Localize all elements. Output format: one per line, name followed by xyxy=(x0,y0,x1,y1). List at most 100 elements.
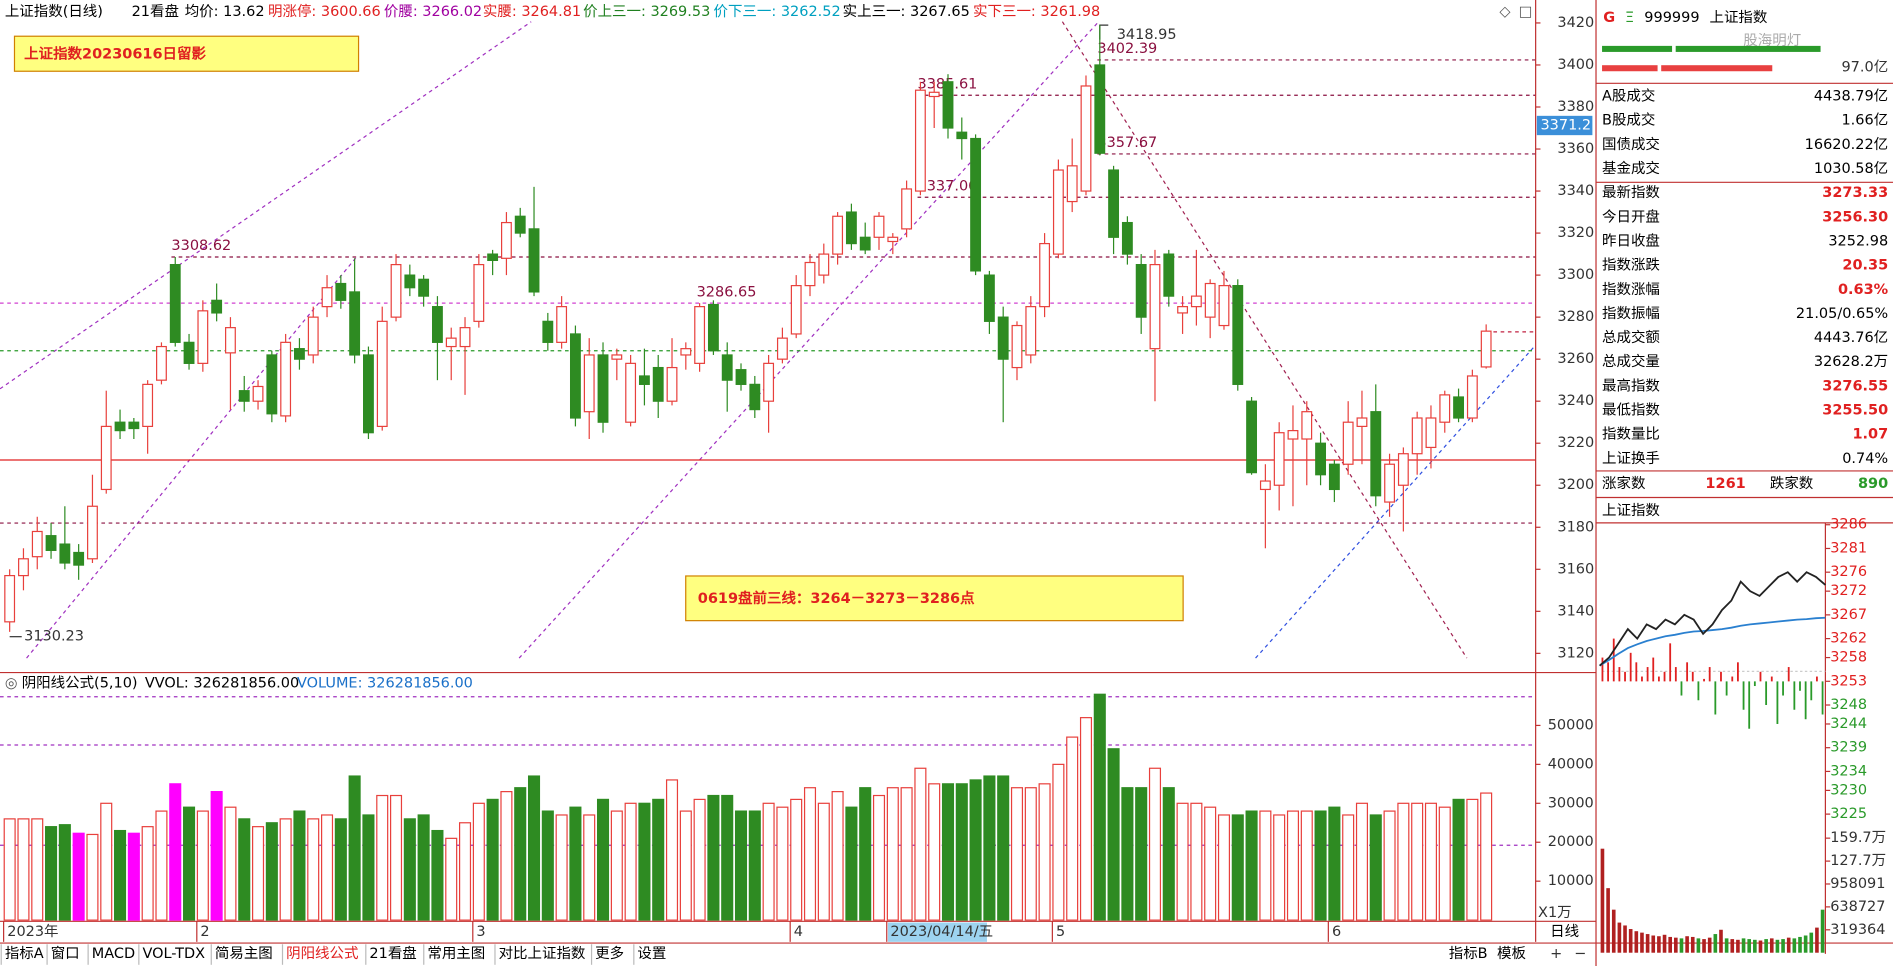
low-label: 3130.23 xyxy=(24,629,84,645)
volume-bar xyxy=(1273,814,1286,921)
stat-value: 21.05/0.65% xyxy=(1796,306,1888,322)
candle-body xyxy=(183,341,195,364)
level-label: 3337.06 xyxy=(918,178,978,194)
stat-label: B股成交 xyxy=(1602,111,1655,129)
intraday-volume xyxy=(1792,938,1797,953)
volume-bar xyxy=(859,787,872,921)
volume-bar xyxy=(803,787,817,921)
candle-body xyxy=(611,354,623,360)
volume-bar xyxy=(872,794,886,921)
y-tick-label: 638727 xyxy=(1830,899,1885,915)
tab[interactable]: 窗口 xyxy=(51,944,80,962)
volume-bar xyxy=(1121,787,1134,921)
breadth-label: 跌家数 xyxy=(1770,475,1814,492)
level-label: 3308.62 xyxy=(171,238,231,254)
intraday-volume xyxy=(1724,938,1729,953)
tab[interactable]: 对比上证指数 xyxy=(499,945,586,962)
volume-bar xyxy=(500,791,513,921)
volume-indicator: VVOL: 326281856.00 xyxy=(145,675,299,691)
candle-body xyxy=(514,215,526,234)
y-tick-label: 3234 xyxy=(1830,763,1867,779)
y-tick-label: 127.7万 xyxy=(1830,853,1886,869)
x-tick-label: 2023/04/14/五 xyxy=(890,924,993,940)
stat-label: 指数涨跌 xyxy=(1602,257,1660,274)
stat-label: 国债成交 xyxy=(1602,135,1660,153)
header-item: 实腰: 3264.81 xyxy=(483,3,581,20)
intraday-volume xyxy=(1781,939,1785,953)
intraday-volume xyxy=(1713,934,1718,953)
candle-body xyxy=(280,341,292,417)
candle-body xyxy=(1273,432,1285,486)
stat-value: 32628.2万 xyxy=(1814,354,1888,370)
tab[interactable]: 设置 xyxy=(637,945,666,962)
intraday-volume xyxy=(1623,925,1627,953)
intraday-volume xyxy=(1736,939,1740,953)
candle-body xyxy=(418,278,430,297)
tab[interactable]: 指标B xyxy=(1449,945,1488,962)
candle-body xyxy=(1328,463,1340,491)
candle-body xyxy=(363,354,374,434)
zoom-in[interactable]: + xyxy=(1550,946,1562,962)
candle-body xyxy=(1011,324,1023,369)
candle-body xyxy=(445,337,457,348)
candle-body xyxy=(1480,330,1492,368)
tab[interactable]: 21看盘 xyxy=(369,944,416,962)
zoom-out[interactable]: − xyxy=(1574,946,1586,962)
volume-bar xyxy=(3,818,16,921)
volume-bar xyxy=(596,798,610,921)
icon[interactable]: □ xyxy=(1519,4,1533,20)
tab[interactable]: 指标A xyxy=(5,945,44,962)
tab[interactable]: 阴阳线公式 xyxy=(286,945,358,962)
candle-body xyxy=(1121,221,1133,255)
candle-body xyxy=(459,327,471,348)
stat-label: 基金成交 xyxy=(1602,159,1660,177)
volume-bar xyxy=(334,818,347,921)
volume-bar xyxy=(624,802,637,921)
candle-body xyxy=(1177,306,1189,314)
y-tick-label: 3300 xyxy=(1557,267,1594,283)
candle-body xyxy=(914,89,926,192)
intraday-volume xyxy=(1657,936,1661,953)
y-tick-label: 50000 xyxy=(1548,717,1594,733)
candle-body xyxy=(1356,417,1368,428)
intraday-volume xyxy=(1775,939,1780,953)
intraday-volume xyxy=(1606,888,1610,953)
y-tick-label: 3253 xyxy=(1830,673,1867,689)
candle-body xyxy=(4,574,16,623)
candle-body xyxy=(100,425,112,491)
candle-body xyxy=(942,81,954,129)
volume-bar xyxy=(1286,810,1300,921)
stat-label: 总成交量 xyxy=(1602,352,1660,370)
volume-bar xyxy=(1176,802,1189,921)
volume-bar xyxy=(928,783,941,921)
tab[interactable]: 更多 xyxy=(595,945,624,962)
candle-body xyxy=(804,261,816,287)
progress-bar xyxy=(1602,45,1673,52)
tab[interactable]: 常用主图 xyxy=(427,945,485,962)
candle-body xyxy=(197,310,209,364)
volume-bar xyxy=(486,798,499,921)
intraday-volume xyxy=(1685,936,1689,953)
stat-label: 总成交额 xyxy=(1602,328,1660,346)
tab[interactable]: 模板 xyxy=(1497,944,1526,962)
icon: Ξ xyxy=(1625,10,1634,26)
candle-body xyxy=(487,253,499,262)
tab[interactable]: VOL-TDX xyxy=(142,946,205,962)
volume-bar xyxy=(127,832,140,921)
candle-body xyxy=(956,131,968,140)
icon[interactable]: ◇ xyxy=(1499,4,1511,20)
x-tick-label: 3 xyxy=(476,924,485,940)
tab[interactable]: MACD xyxy=(92,946,135,962)
price-line xyxy=(1599,571,1826,667)
candle-body xyxy=(1301,411,1313,440)
volume-bar xyxy=(665,779,679,921)
candle-body xyxy=(1052,169,1064,255)
tab[interactable]: 简易主图 xyxy=(215,945,273,962)
stat-value: 1.66亿 xyxy=(1841,112,1888,129)
candle-body xyxy=(832,215,844,255)
candle-body xyxy=(928,91,940,98)
candle-body xyxy=(1453,396,1464,419)
candle-body xyxy=(114,421,126,432)
breadth-label: 涨家数 xyxy=(1602,475,1646,492)
